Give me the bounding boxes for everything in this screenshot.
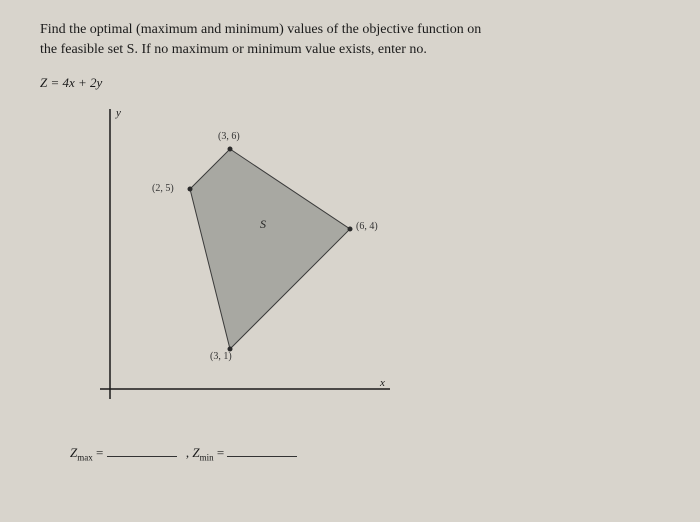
vertex-dot	[188, 187, 193, 192]
region-label: S	[260, 217, 266, 232]
zmax-group: Zmax =	[70, 445, 177, 463]
equals-sign: =	[96, 445, 103, 460]
problem-statement: Find the optimal (maximum and minimum) v…	[40, 20, 660, 59]
zmax-subscript: max	[77, 453, 93, 463]
vertex-label-1: (3, 6)	[218, 131, 240, 142]
answer-row: Zmax = , Zmin =	[70, 445, 660, 463]
vertex-label-0: (2, 5)	[152, 183, 174, 194]
y-axis-label: y	[116, 107, 121, 119]
zmin-symbol: Z	[192, 445, 199, 460]
zmax-input-blank[interactable]	[107, 445, 177, 457]
page-container: Find the optimal (maximum and minimum) v…	[0, 0, 700, 475]
zmin-group: Zmin =	[192, 445, 297, 463]
feasible-region	[190, 149, 350, 349]
vertex-dot	[228, 147, 233, 152]
vertex-label-3: (3, 1)	[210, 351, 232, 362]
problem-line-2: the feasible set S. If no maximum or min…	[40, 42, 427, 57]
zmin-input-blank[interactable]	[227, 445, 297, 457]
equals-sign-2: =	[217, 445, 224, 460]
x-axis-label: x	[380, 377, 385, 389]
objective-function: Z = 4x + 2y	[40, 75, 660, 91]
problem-line-1: Find the optimal (maximum and minimum) v…	[40, 22, 481, 37]
chart-svg	[60, 99, 420, 429]
zmin-subscript: min	[200, 453, 214, 463]
vertex-dot	[348, 227, 353, 232]
vertex-label-2: (6, 4)	[356, 221, 378, 232]
feasible-region-chart: y x (2, 5) (3, 6) (6, 4) (3, 1) S	[60, 99, 420, 429]
